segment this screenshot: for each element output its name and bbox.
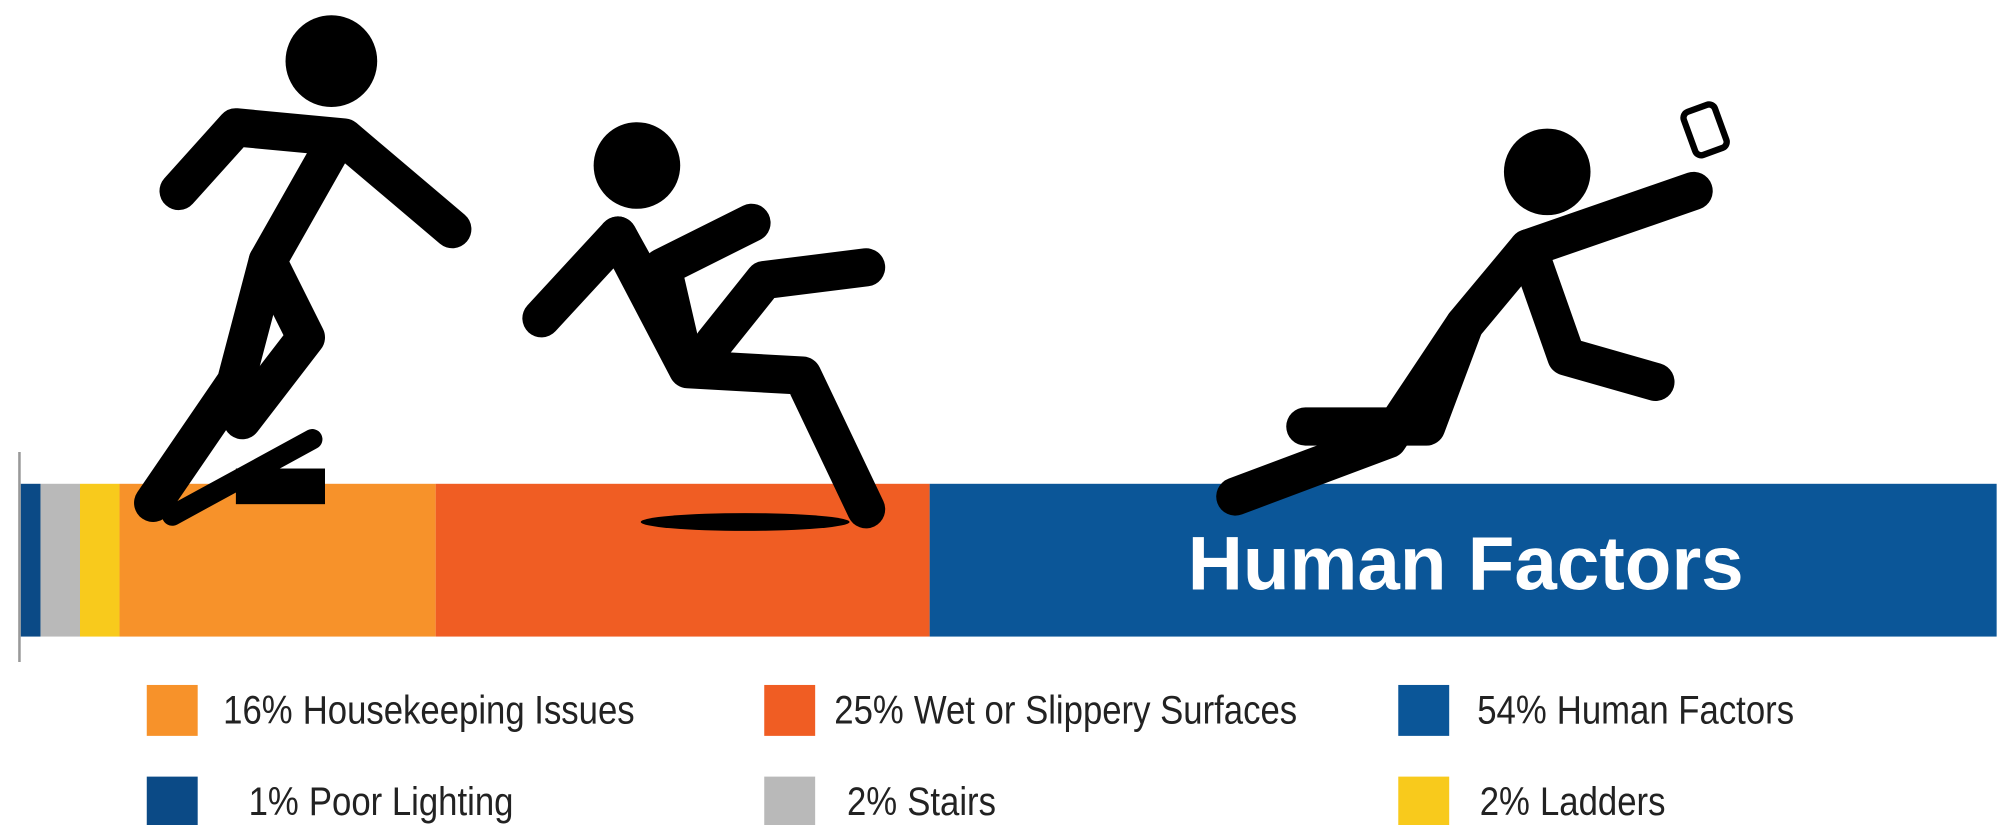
legend-value: 54% <box>1477 687 1546 732</box>
legend-value: 2% <box>1480 779 1530 824</box>
bar-group: Human Factors <box>21 484 1997 637</box>
legend-name: Ladders <box>1540 779 1665 824</box>
legend-name: Human Factors <box>1557 687 1794 732</box>
legend-swatch <box>147 777 198 825</box>
legend-label: 2%Stairs <box>847 779 996 824</box>
bar-segment <box>40 484 80 637</box>
bar-segment <box>21 484 41 637</box>
legend-swatch <box>1398 685 1449 736</box>
legend-swatch <box>764 777 815 825</box>
legend-value: 1% <box>249 779 299 824</box>
legend-swatch <box>1398 777 1449 825</box>
legend-label: 54%Human Factors <box>1477 687 1794 732</box>
figure-walker <box>153 15 452 515</box>
legend-swatch <box>147 685 198 736</box>
legend-value: 16% <box>223 687 292 732</box>
legend-swatch <box>764 685 815 736</box>
figure-slipper <box>541 122 866 531</box>
legend-label: 2%Ladders <box>1480 779 1666 824</box>
bar-label: Human Factors <box>1188 521 1744 606</box>
legend-name: Stairs <box>907 779 996 824</box>
legend-name: Wet or Slippery Surfaces <box>914 687 1297 732</box>
legend-value: 25% <box>834 687 903 732</box>
legend-name: Poor Lighting <box>309 779 514 824</box>
chart: Human Factors 1%Poor Lighting2%Stairs2%L… <box>0 0 1997 825</box>
legend-label: 16%Housekeeping Issues <box>223 687 634 732</box>
legend-label: 1%Poor Lighting <box>249 779 514 824</box>
bar-segment <box>80 484 120 637</box>
legend-label: 25%Wet or Slippery Surfaces <box>834 687 1297 732</box>
legend-name: Housekeeping Issues <box>303 687 635 732</box>
legend-value: 2% <box>847 779 897 824</box>
figure-phone-user <box>1235 103 1728 497</box>
